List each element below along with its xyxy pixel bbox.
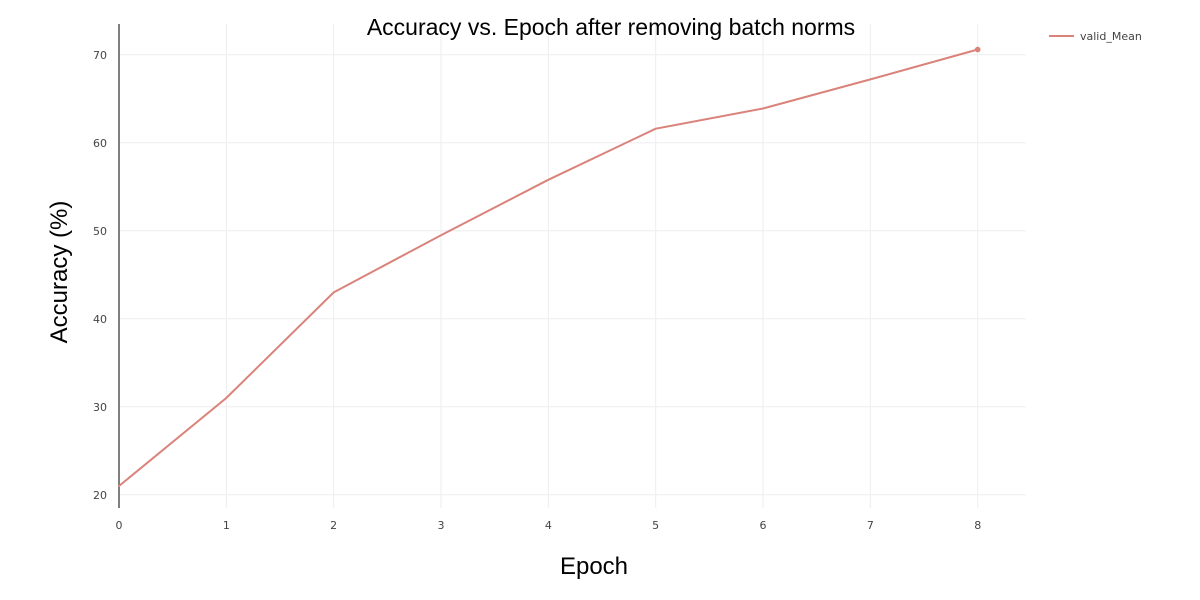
series-line[interactable] (118, 48, 979, 487)
y-tick-label: 20 (93, 489, 107, 502)
x-axis-title: Epoch (560, 553, 628, 580)
x-tick-label: 2 (330, 519, 337, 532)
x-tick-label: 7 (867, 519, 874, 532)
y-tick-label: 60 (93, 137, 107, 150)
data-point[interactable] (974, 46, 981, 53)
y-tick-label: 40 (93, 313, 107, 326)
y-tick-label: 50 (93, 225, 107, 238)
x-tick-label: 5 (652, 519, 659, 532)
x-tick-label: 8 (974, 519, 981, 532)
x-tick-label: 0 (116, 519, 123, 532)
grid-lines (119, 24, 1026, 508)
y-axis-title: Accuracy (%) (46, 201, 73, 344)
x-tick-label: 6 (760, 519, 767, 532)
x-tick-label: 4 (545, 519, 552, 532)
chart-title: Accuracy vs. Epoch after removing batch … (367, 14, 855, 40)
legend-label: valid_Mean (1080, 30, 1142, 43)
x-tick-label: 1 (223, 519, 230, 532)
legend[interactable]: valid_Mean (1049, 30, 1142, 43)
y-tick-label: 70 (93, 49, 107, 62)
series-layer (118, 46, 981, 487)
x-tick-labels: 0 1 2 3 4 5 6 7 8 (116, 519, 982, 532)
y-tick-labels: 20 30 40 50 60 70 (93, 49, 107, 502)
x-tick-label: 3 (438, 519, 445, 532)
y-tick-label: 30 (93, 401, 107, 414)
